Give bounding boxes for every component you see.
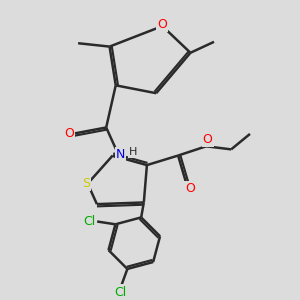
Text: N: N — [116, 148, 125, 160]
Text: S: S — [82, 177, 90, 190]
Text: O: O — [202, 133, 212, 146]
Text: O: O — [64, 128, 74, 140]
Text: Cl: Cl — [114, 286, 127, 299]
Text: O: O — [158, 18, 167, 31]
Text: H: H — [129, 147, 138, 157]
Text: Cl: Cl — [83, 215, 95, 228]
Text: O: O — [185, 182, 195, 195]
